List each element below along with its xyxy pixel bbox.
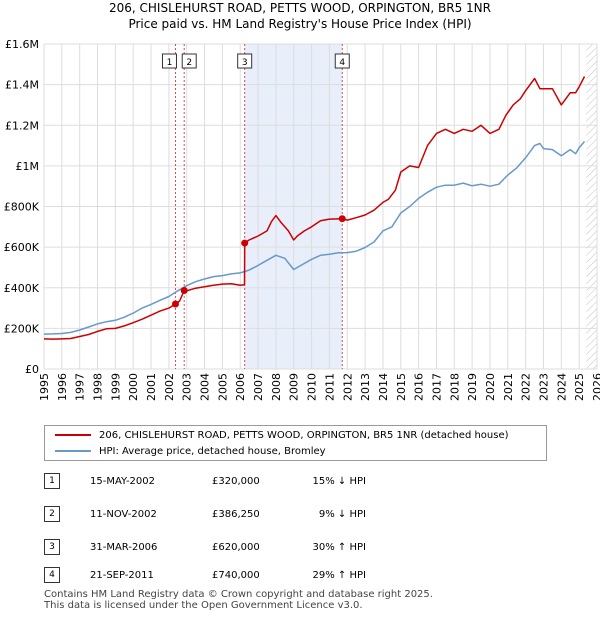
y-tick-label: £400K <box>4 282 40 295</box>
x-tick-label: 2002 <box>163 373 176 401</box>
property-price-line <box>43 76 586 340</box>
x-tick-label: 2018 <box>448 373 461 401</box>
x-tick-label: 2024 <box>555 373 568 401</box>
y-tick-label: £800K <box>4 201 40 214</box>
legend-swatch-property <box>55 434 91 436</box>
sale-price: £740,000 <box>212 570 260 581</box>
x-tick-label: 1996 <box>56 373 69 401</box>
sale-badge: 3 <box>237 53 253 69</box>
x-tick-label: 2006 <box>234 373 247 401</box>
x-tick-label: 2022 <box>520 373 533 401</box>
y-tick-label: £200K <box>4 322 40 335</box>
sale-badge-label: 1 <box>167 58 173 68</box>
footer-copyright: Contains HM Land Registry data © Crown c… <box>44 589 433 600</box>
sale-badge-box <box>334 53 350 69</box>
x-tick-label: 2001 <box>145 373 158 401</box>
x-tick-label: 2010 <box>306 373 319 401</box>
sale-number-badge: 3 <box>44 539 60 555</box>
x-tick-label: 2004 <box>199 373 212 401</box>
sale-point <box>241 239 249 247</box>
x-tick-label: 1998 <box>92 373 105 401</box>
x-tick-label: 1997 <box>74 373 87 401</box>
sale-hpi-comparison: 15% ↓ HPI <box>312 476 366 487</box>
x-tick-label: 2012 <box>341 373 354 401</box>
x-tick-label: 2011 <box>323 373 336 401</box>
sale-badge-label: 3 <box>242 58 248 68</box>
legend-label-hpi: HPI: Average price, detached house, Brom… <box>99 446 326 457</box>
x-tick-label: 2025 <box>573 373 586 401</box>
hpi-line <box>43 141 586 335</box>
x-tick-label: 2007 <box>252 373 265 401</box>
sale-point <box>171 300 179 308</box>
sale-row: 3 31-MAR-2006 £620,000 30% ↑ HPI <box>44 539 366 557</box>
y-tick-label: £1M <box>16 160 40 173</box>
sale-date: 21-SEP-2011 <box>90 570 154 581</box>
chart-title: 206, CHISLEHURST ROAD, PETTS WOOD, ORPIN… <box>109 1 491 15</box>
sale-price: £386,250 <box>212 509 260 520</box>
x-tick-label: 2026 <box>591 373 600 401</box>
sale-number-badge: 4 <box>44 567 60 583</box>
x-tick-label: 2008 <box>270 373 283 401</box>
x-tick-label: 2019 <box>466 373 479 401</box>
x-tick-label: 2015 <box>395 373 408 401</box>
sale-badge-box <box>181 53 197 69</box>
legend-swatch-hpi <box>55 450 91 452</box>
sale-point <box>180 287 188 295</box>
sale-badge-box <box>237 53 253 69</box>
x-tick-label: 2000 <box>127 373 140 401</box>
sale-badge: 2 <box>181 53 197 69</box>
x-tick-label: 2003 <box>181 373 194 401</box>
legend-item-property: 206, CHISLEHURST ROAD, PETTS WOOD, ORPIN… <box>55 429 509 443</box>
x-tick-label: 2016 <box>413 373 426 401</box>
sale-date: 11-NOV-2002 <box>90 509 157 520</box>
x-tick-label: 2013 <box>359 373 372 401</box>
legend-label-property: 206, CHISLEHURST ROAD, PETTS WOOD, ORPIN… <box>99 430 509 441</box>
y-tick-label: £0 <box>25 363 39 376</box>
y-tick-label: £1.6M <box>5 38 39 51</box>
x-tick-label: 2005 <box>216 373 229 401</box>
price-chart: £0 £200K £400K £600K £800K £1M £1.2M £1.4M £1.6M… <box>4 38 600 401</box>
x-tick-label: 2023 <box>537 373 550 401</box>
x-tick-label: 1999 <box>109 373 122 401</box>
sale-hpi-comparison: 9% ↓ HPI <box>318 509 366 520</box>
sale-badge: 4 <box>334 53 350 69</box>
sale-row: 1 15-MAY-2002 £320,000 15% ↓ HPI <box>44 473 366 491</box>
sale-price: £320,000 <box>212 476 260 487</box>
sale-badge-label: 2 <box>186 58 192 68</box>
sale-date: 31-MAR-2006 <box>90 542 158 553</box>
chart-subtitle: Price paid vs. HM Land Registry's House … <box>128 17 472 31</box>
sale-badge-label: 4 <box>339 58 345 68</box>
x-tick-label: 2009 <box>288 373 301 401</box>
chart-legend: 206, CHISLEHURST ROAD, PETTS WOOD, ORPIN… <box>44 425 547 461</box>
sale-point <box>338 215 346 223</box>
x-tick-label: 2014 <box>377 373 390 401</box>
sale-badge: 1 <box>161 53 177 69</box>
sale-badge-box <box>161 53 177 69</box>
y-tick-label: £1.2M <box>5 119 39 132</box>
x-tick-label: 2020 <box>484 373 497 401</box>
sale-price: £620,000 <box>212 542 260 553</box>
legend-item-hpi: HPI: Average price, detached house, Brom… <box>55 445 326 459</box>
sale-number-badge: 1 <box>44 473 60 489</box>
sale-hpi-comparison: 30% ↑ HPI <box>312 542 366 553</box>
y-tick-label: £1.4M <box>5 79 39 92</box>
sale-number-badge: 2 <box>44 506 60 522</box>
sale-row: 4 21-SEP-2011 £740,000 29% ↑ HPI <box>44 567 366 585</box>
x-tick-label: 2017 <box>430 373 443 401</box>
footer-licence: This data is licensed under the Open Gov… <box>44 600 363 611</box>
x-tick-label: 1995 <box>38 373 51 401</box>
x-tick-label: 2021 <box>502 373 515 401</box>
sale-date: 15-MAY-2002 <box>90 476 156 487</box>
y-tick-label: £600K <box>4 241 40 254</box>
sale-hpi-comparison: 29% ↑ HPI <box>312 570 366 581</box>
sale-row: 2 11-NOV-2002 £386,250 9% ↓ HPI <box>44 506 366 524</box>
